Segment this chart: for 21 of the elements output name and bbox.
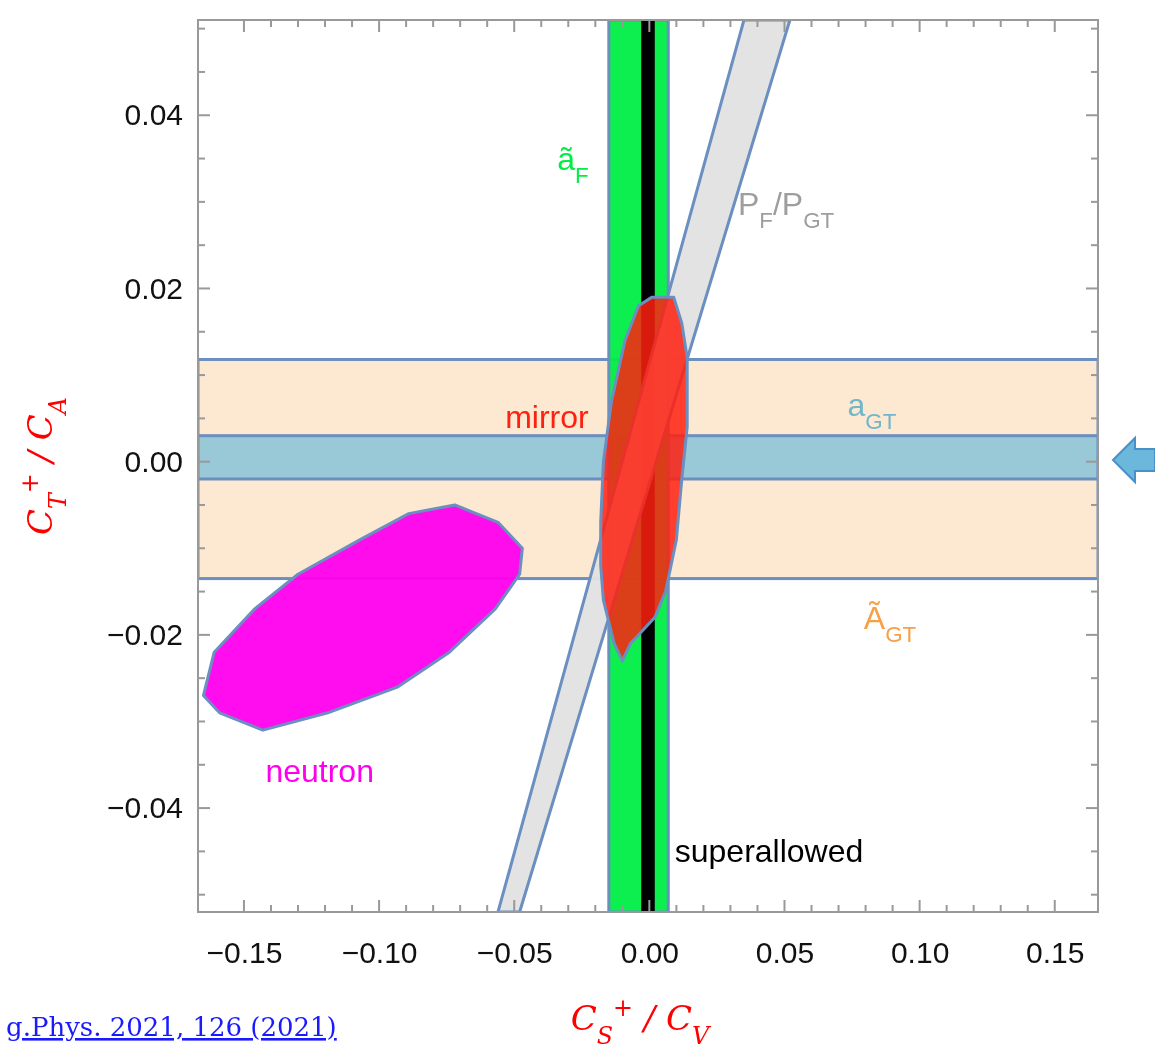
y-tick-label: −0.04 [107, 791, 183, 825]
series-label: mirror [505, 399, 590, 435]
y-tick-label: −0.02 [107, 617, 183, 651]
x-tick-label: 0.15 [1026, 936, 1085, 969]
series-label: P$_{F}$/P$_{GT}$ [737, 186, 835, 233]
x-tick-label: 0.05 [755, 936, 815, 969]
band-label: superallowed [674, 833, 864, 869]
y-tick-label: 0.04 [124, 98, 183, 132]
x-tick-label: −0.15 [206, 936, 283, 969]
x-tick-label: 0.00 [620, 936, 680, 969]
text: g.Phys. 2021, 126 (2021) [6, 1012, 337, 1042]
x-tick-label: −0.05 [476, 936, 553, 969]
series-label: neutron [265, 753, 374, 790]
band-label: Ã$_{GT}$ [863, 599, 917, 647]
x-tick-label: 0.10 [890, 936, 950, 969]
x-axis-title: C$_{S}$$^{+}$ / C$_{V}$ [570, 994, 713, 1048]
x-tick-label: −0.10 [341, 936, 418, 969]
y-tick-label: 0.02 [124, 271, 183, 305]
y-tick-label: 0.00 [124, 444, 183, 478]
band-label: ã$_{F}$ [557, 141, 589, 188]
band-label: a$_{GT}$ [847, 386, 897, 434]
